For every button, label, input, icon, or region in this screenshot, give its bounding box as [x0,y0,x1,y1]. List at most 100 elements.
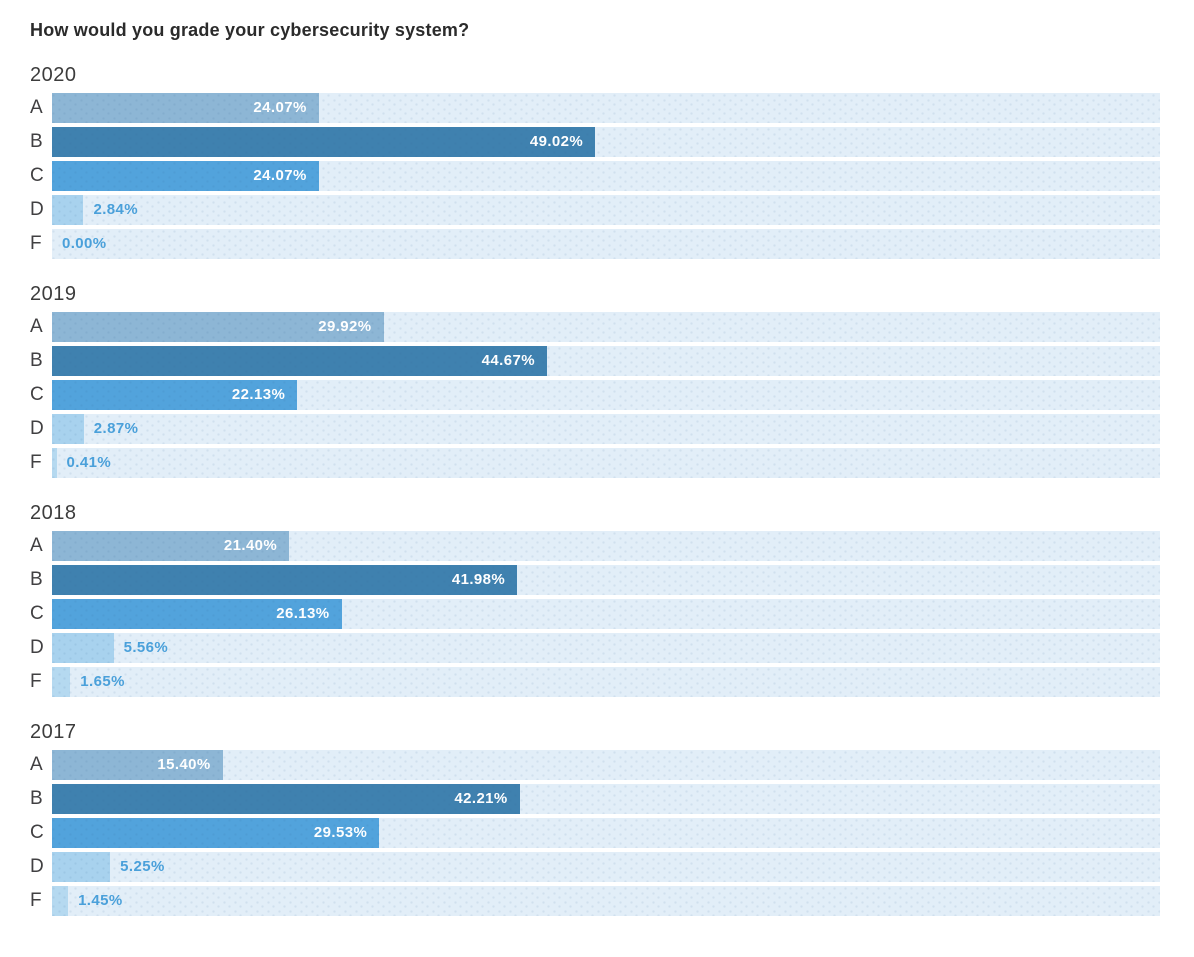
bar-track: 21.40% [52,530,1160,561]
grade-label: A [30,315,43,337]
grade-label: B [30,349,43,371]
grade-label: A [30,534,43,556]
grade-row: F 0.00% [30,228,1160,259]
bar-fill: 29.53% [52,817,380,848]
year-section: 2019 A 29.92% B 44.67% C 22.13% D 2.87% … [30,283,1160,478]
chart-title: How would you grade your cybersecurity s… [30,20,470,40]
bar-value-label: 26.13% [276,604,330,622]
bar-value-label: 15.40% [157,755,211,773]
grade-label: F [30,232,42,254]
bar-value-label: 21.40% [223,536,278,554]
bar-fill [52,413,84,444]
grade-row: D 2.87% [30,413,1160,444]
grade-row: C 24.07% [30,160,1160,191]
bar-value-label: 29.53% [313,823,368,841]
grade-row: A 15.40% [30,749,1160,780]
bar-track: 2.84% [52,194,1160,225]
bar-track: 1.45% [52,885,1160,916]
bar-fill [52,851,111,882]
bar-value-label: 41.98% [451,570,506,588]
bar-fill: 15.40% [52,749,223,780]
grade-row: F 0.41% [30,447,1160,478]
grade-row: C 29.53% [30,817,1160,848]
year-label: 2017 [30,720,77,743]
grade-row: D 2.84% [30,194,1160,225]
grade-label: F [30,889,42,911]
bar-fill: 24.07% [52,160,319,191]
bar-fill [52,632,114,663]
grade-label: F [30,451,42,473]
bar-value-label: 24.07% [253,98,307,116]
grade-label: B [30,787,43,809]
grade-row: A 24.07% [30,92,1160,123]
bar-track: 42.21% [52,783,1160,814]
bar-fill: 41.98% [52,564,518,595]
bar-track: 24.07% [52,160,1160,191]
bar-value-label: 22.13% [231,385,286,403]
bar-value-label: 5.56% [123,638,169,656]
grade-row: B 42.21% [30,783,1160,814]
grade-label: D [30,198,44,220]
grade-label: A [30,753,43,775]
bar-fill: 26.13% [52,598,342,629]
bar-track: 5.56% [52,632,1160,663]
bar-track: 15.40% [52,749,1160,780]
bar-fill [52,666,71,697]
grade-row: D 5.25% [30,851,1160,882]
bar-track: 44.67% [52,345,1160,376]
bar-fill: 44.67% [52,345,547,376]
bar-fill: 29.92% [52,311,384,342]
year-rows: A 15.40% B 42.21% C 29.53% D 5.25% F 1.4… [30,749,1160,916]
grade-row: A 21.40% [30,530,1160,561]
year-rows: A 29.92% B 44.67% C 22.13% D 2.87% F 0.4… [30,311,1160,478]
bar-fill [52,885,69,916]
bar-track: 29.92% [52,311,1160,342]
year-section: 2018 A 21.40% B 41.98% C 26.13% D 5.56% … [30,502,1160,697]
year-rows: A 21.40% B 41.98% C 26.13% D 5.56% F 1.6… [30,530,1160,697]
bar-fill: 21.40% [52,530,290,561]
bar-track: 26.13% [52,598,1160,629]
bar-track: 0.41% [52,447,1160,478]
bar-track: 41.98% [52,564,1160,595]
bar-value-label: 49.02% [529,132,584,150]
grade-label: C [30,602,44,624]
bar-value-label: 42.21% [454,789,508,807]
grade-label: C [30,821,44,843]
bar-value-label: 44.67% [481,351,535,369]
year-label: 2018 [30,501,77,524]
year-section: 2017 A 15.40% B 42.21% C 29.53% D 5.25% … [30,721,1160,916]
grade-label: B [30,568,43,590]
bar-fill [52,447,57,478]
bar-track: 1.65% [52,666,1160,697]
grade-row: C 26.13% [30,598,1160,629]
bar-value-label: 1.45% [78,891,123,909]
grade-label: B [30,130,43,152]
year-label: 2020 [30,63,77,86]
year-rows: A 24.07% B 49.02% C 24.07% D 2.84% F 0.0… [30,92,1160,259]
bar-value-label: 2.84% [93,200,138,218]
bar-fill: 49.02% [52,126,596,157]
bar-track: 24.07% [52,92,1160,123]
grade-label: C [30,383,44,405]
bar-track: 2.87% [52,413,1160,444]
grade-row: C 22.13% [30,379,1160,410]
bar-track: 22.13% [52,379,1160,410]
bar-track: 29.53% [52,817,1160,848]
grade-label: A [30,96,43,118]
grade-label: D [30,855,44,877]
bar-fill: 22.13% [52,379,298,410]
bar-value-label: 29.92% [318,317,372,335]
grade-row: F 1.65% [30,666,1160,697]
bar-track: 0.00% [52,228,1160,259]
grade-row: D 5.56% [30,632,1160,663]
grade-label: F [30,670,42,692]
bar-fill: 42.21% [52,783,520,814]
grade-row: B 44.67% [30,345,1160,376]
grade-row: B 49.02% [30,126,1160,157]
bar-track: 5.25% [52,851,1160,882]
bar-value-label: 1.65% [80,672,125,690]
grade-label: C [30,164,44,186]
grade-row: A 29.92% [30,311,1160,342]
year-label: 2019 [30,282,77,305]
bar-fill [52,194,84,225]
